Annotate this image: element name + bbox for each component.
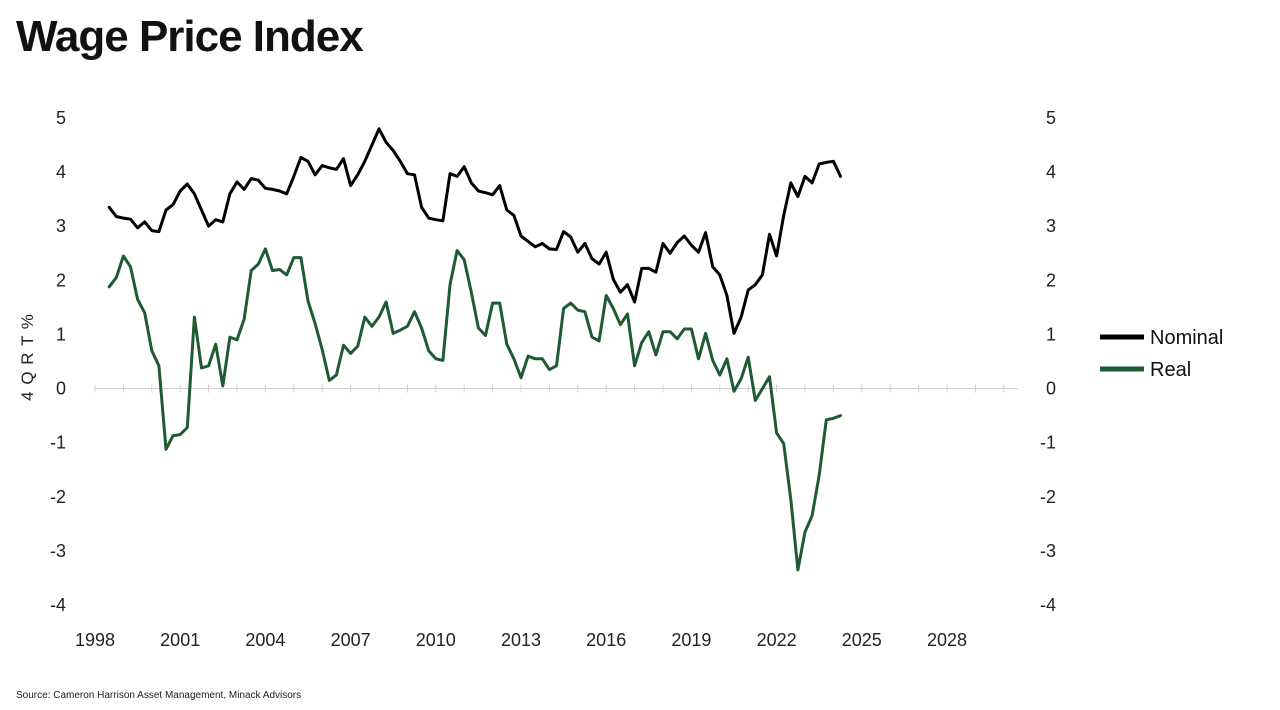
y-tick-label-right: -4 <box>1040 595 1056 615</box>
x-tick-label: 2025 <box>842 630 882 650</box>
y-tick-label-left: -2 <box>50 487 66 507</box>
y-tick-label-right: 5 <box>1046 108 1056 128</box>
y-tick-label-right: 4 <box>1046 162 1056 182</box>
y-tick-label-left: 1 <box>56 324 66 344</box>
y-tick-label-left: -4 <box>50 595 66 615</box>
x-tick-label: 2022 <box>757 630 797 650</box>
x-tick-label: 2028 <box>927 630 967 650</box>
x-tick-label: 2001 <box>160 630 200 650</box>
y-tick-label-left: 2 <box>56 270 66 290</box>
x-tick-label: 2013 <box>501 630 541 650</box>
y-tick-label-left: 5 <box>56 108 66 128</box>
series-line-real <box>107 247 842 572</box>
x-tick-label: 2016 <box>586 630 626 650</box>
y-tick-label-right: -2 <box>1040 487 1056 507</box>
x-tick-label: 2019 <box>671 630 711 650</box>
y-tick-label-right: 1 <box>1046 324 1056 344</box>
x-tick-label: 1998 <box>75 630 115 650</box>
x-tick-label: 2004 <box>245 630 285 650</box>
y-tick-label-left: 0 <box>56 379 66 399</box>
legend-label-real: Real <box>1150 359 1191 381</box>
y-tick-label-right: -3 <box>1040 541 1056 561</box>
series-line-nominal <box>107 127 842 335</box>
y-tick-label-left: 3 <box>56 216 66 236</box>
y-tick-label-right: 3 <box>1046 216 1056 236</box>
x-tick-label: 2007 <box>331 630 371 650</box>
y-tick-label-left: -3 <box>50 541 66 561</box>
y-tick-label-right: 0 <box>1046 379 1056 399</box>
y-tick-label-right: -1 <box>1040 433 1056 453</box>
y-tick-label-left: 4 <box>56 162 66 182</box>
legend-label-nominal: Nominal <box>1150 327 1223 349</box>
source-note: Source: Cameron Harrison Asset Managemen… <box>16 690 302 701</box>
chart-title: Wage Price Index <box>16 12 364 61</box>
y-axis-label: 4 Q R T % <box>18 313 37 401</box>
y-tick-label-left: -1 <box>50 433 66 453</box>
x-tick-label: 2010 <box>416 630 456 650</box>
y-tick-label-right: 2 <box>1046 270 1056 290</box>
line-chart: 5 4 3 2 1 0 -1 -2 -3 -4 5 4 3 2 1 0 -1 -2 -3 -4 1998 2001 20… <box>18 108 1223 650</box>
